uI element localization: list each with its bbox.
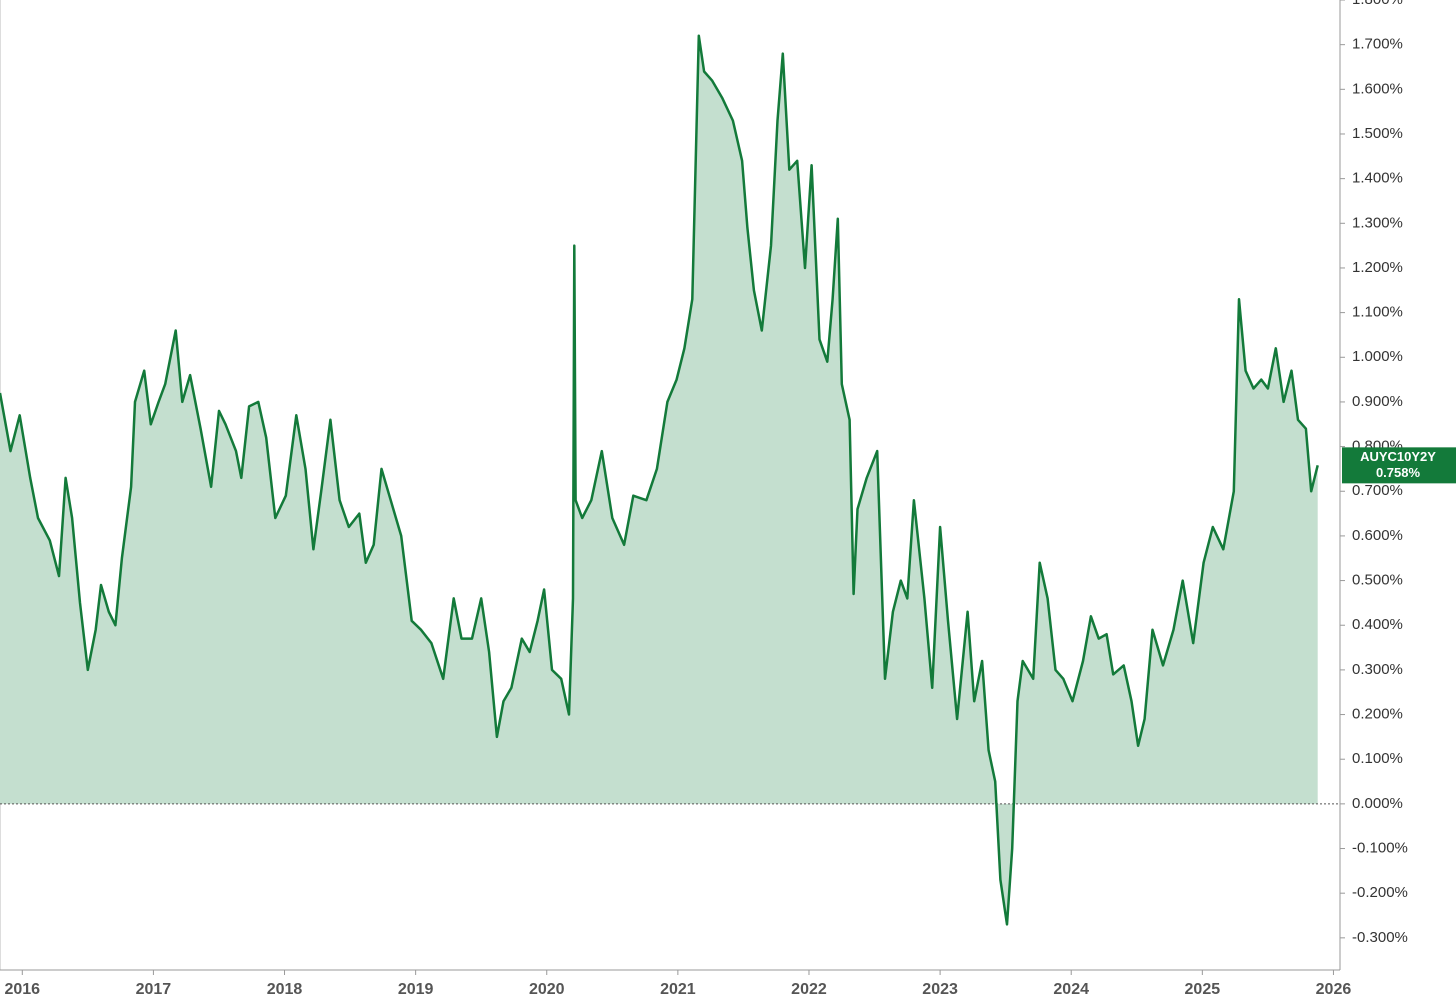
last-value-tag — [1342, 447, 1456, 484]
y-tick-label: 1.600% — [1352, 80, 1403, 97]
x-tick-label: 2019 — [398, 981, 434, 998]
y-tick-label: 1.700% — [1352, 36, 1403, 53]
y-tick-label: 1.800% — [1352, 0, 1403, 8]
x-tick-label: 2020 — [529, 981, 565, 998]
y-tick-label: 0.500% — [1352, 572, 1403, 589]
y-tick-label: 1.500% — [1352, 125, 1403, 142]
y-tick-label: 1.100% — [1352, 304, 1403, 321]
y-tick-label: 0.000% — [1352, 795, 1403, 812]
x-tick-label: 2018 — [267, 981, 303, 998]
y-tick-label: 1.300% — [1352, 214, 1403, 231]
x-tick-label: 2024 — [1053, 981, 1089, 998]
x-tick-label: 2022 — [791, 981, 827, 998]
area — [0, 35, 1318, 925]
x-tick-label: 2025 — [1185, 981, 1221, 998]
y-tick-label: 0.400% — [1352, 616, 1403, 633]
y-tick-label: -0.100% — [1352, 839, 1408, 856]
y-tick-label: 0.600% — [1352, 527, 1403, 544]
x-tick-label: 2017 — [136, 981, 172, 998]
y-tick-label: -0.200% — [1352, 884, 1408, 901]
y-tick-label: 1.000% — [1352, 348, 1403, 365]
y-tick-label: 1.400% — [1352, 170, 1403, 187]
x-tick-label: 2016 — [4, 981, 40, 998]
last-value-name: AUYC10Y2Y — [1360, 449, 1436, 464]
y-tick-label: 0.700% — [1352, 482, 1403, 499]
line — [0, 34, 1319, 926]
y-tick-label: 0.900% — [1352, 393, 1403, 410]
y-tick-label: 0.200% — [1352, 706, 1403, 723]
x-tick-label: 2021 — [660, 981, 696, 998]
y-tick-label: 1.200% — [1352, 259, 1403, 276]
y-tick-label: 0.100% — [1352, 750, 1403, 767]
y-tick-label: -0.300% — [1352, 929, 1408, 946]
x-tick-label: 2023 — [922, 981, 958, 998]
x-tick-label: 2026 — [1316, 981, 1352, 998]
last-value-label: 0.758% — [1376, 465, 1421, 480]
y-tick-label: 0.300% — [1352, 661, 1403, 678]
